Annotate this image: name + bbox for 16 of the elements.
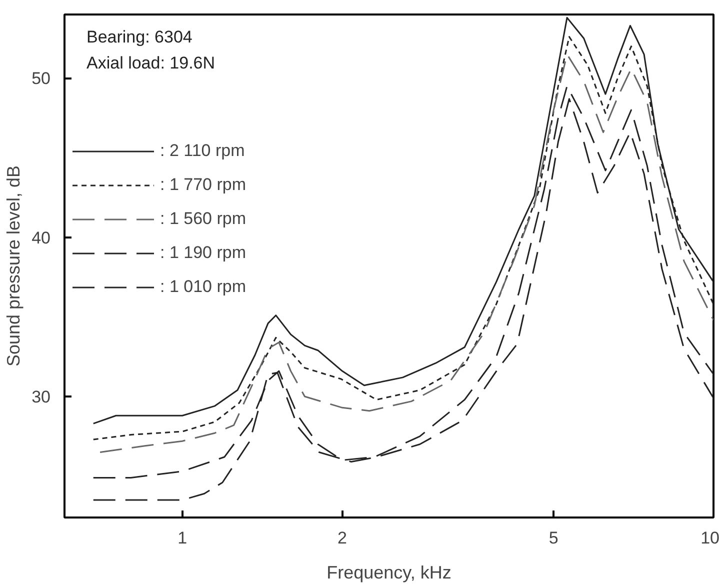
annotation: Axial load: 19.6N [86, 54, 216, 72]
x-axis-title: Frequency, kHz [326, 562, 452, 582]
x-tick-label: 2 [338, 528, 347, 548]
legend-label: : 1 190 rpm [160, 243, 246, 263]
legend-label: : 1 560 rpm [160, 209, 246, 229]
x-tick-label: 5 [548, 528, 558, 548]
legend-label: : 1 010 rpm [160, 277, 246, 297]
legend-label: : 1 770 rpm [160, 175, 246, 195]
y-tick-label: 50 [32, 69, 51, 88]
y-tick-label: 40 [32, 228, 51, 248]
y-axis-title: Sound pressure level, dB [4, 165, 24, 367]
x-tick-label: 1 [178, 528, 188, 548]
x-tick-label: 10 [700, 528, 719, 548]
y-tick-label: 30 [32, 388, 51, 407]
legend-label: : 2 110 rpm [160, 141, 245, 161]
annotation: Bearing: 6304 [86, 28, 192, 46]
